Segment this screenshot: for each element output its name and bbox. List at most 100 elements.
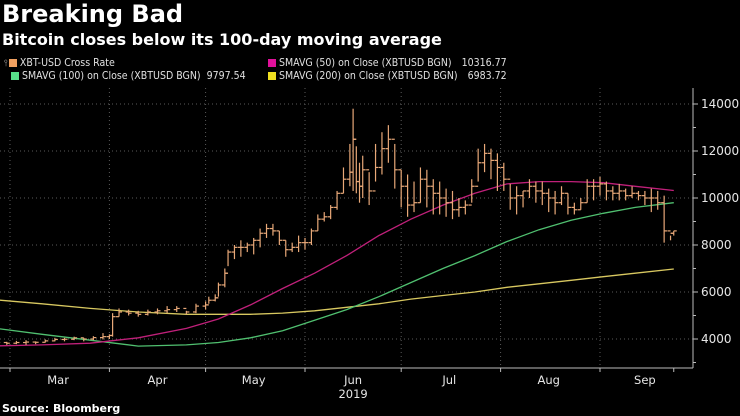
price-bar	[661, 195, 668, 243]
price-bar	[237, 240, 244, 257]
price-bar	[42, 339, 49, 343]
price-bar	[340, 167, 347, 194]
price-bar	[564, 192, 571, 215]
price-bar	[51, 337, 58, 342]
price-bar	[487, 148, 494, 180]
price-bar	[154, 308, 161, 315]
price-bar	[282, 239, 289, 257]
price-bar	[314, 214, 321, 232]
axes	[0, 88, 694, 369]
grid-lines	[0, 88, 693, 368]
y-tick-label: 8000	[701, 238, 732, 252]
price-bar	[289, 242, 296, 253]
price-bar	[520, 190, 527, 208]
x-year-label: 2019	[338, 387, 367, 401]
price-bar	[350, 108, 357, 191]
price-bar	[635, 190, 642, 201]
price-bar	[616, 183, 623, 201]
price-bar	[80, 337, 87, 342]
price-bar	[641, 190, 648, 206]
price-bar	[183, 307, 190, 315]
sma100-series	[0, 202, 674, 347]
price-bar	[32, 341, 39, 345]
price-bar	[507, 178, 514, 210]
legend-swatch	[8, 59, 17, 67]
price-bar	[558, 186, 565, 206]
y-axis-ticks: 4000 6000 8000 10000 12000 14000	[693, 97, 739, 363]
price-bar	[513, 186, 520, 215]
x-tick-label: Jun	[343, 373, 362, 387]
price-bar	[667, 230, 674, 241]
price-bar	[334, 190, 341, 210]
price-bar	[71, 336, 78, 341]
legend-label: SMAVG (100) on Close (XBTUSD BGN)	[22, 70, 201, 82]
price-bar	[552, 190, 559, 215]
source-note: Source: Bloomberg	[2, 402, 121, 415]
price-bar	[430, 179, 437, 215]
price-bar	[411, 181, 418, 213]
price-bar	[526, 179, 533, 198]
price-bar	[135, 310, 142, 317]
price-bar	[654, 190, 661, 210]
price-bar	[417, 167, 424, 204]
price-bar	[302, 237, 308, 250]
x-axis-ticks: Mar Apr May Jun Jul Aug Sep 2019	[9, 368, 675, 401]
price-bar	[475, 148, 482, 187]
price-bar	[221, 268, 228, 288]
price-bar	[532, 181, 539, 203]
price-bar	[577, 198, 584, 211]
y-tick-label: 6000	[701, 285, 732, 299]
price-bar	[353, 138, 360, 194]
sma100-line	[0, 202, 674, 347]
price-bar	[539, 181, 546, 206]
sma200-series	[0, 268, 674, 315]
price-bar	[494, 153, 501, 191]
price-bar	[385, 125, 392, 163]
legend-swatch	[11, 72, 19, 80]
legend-label: SMAVG (50) on Close (XBTUSD BGN)	[279, 57, 452, 69]
chart-title: Breaking Bad	[2, 0, 184, 28]
price-bar	[481, 143, 488, 173]
price-bar	[215, 282, 222, 299]
legend-value: 9797.54	[206, 70, 246, 82]
price-bar	[443, 188, 450, 217]
price-bar	[629, 186, 636, 198]
chart-subtitle: Bitcoin closes below its 100-day moving …	[2, 30, 442, 49]
x-tick-label: Jul	[441, 373, 456, 387]
price-bar	[404, 174, 411, 217]
price-bar	[173, 306, 180, 312]
price-bar	[231, 245, 238, 260]
legend-item-sma200: SMAVG (200) on Close (XBTUSD BGN) 6983.72	[268, 70, 507, 82]
price-bar	[225, 249, 232, 274]
legend-value: 10316.77	[461, 57, 507, 69]
price-bar	[257, 228, 264, 248]
x-tick-label: Apr	[148, 373, 168, 387]
price-series	[0, 108, 677, 345]
price-bar	[321, 212, 328, 222]
price-bar	[356, 162, 363, 203]
sma50-series	[0, 180, 674, 347]
price-bar	[276, 230, 283, 245]
price-bar	[571, 202, 578, 215]
price-bar	[263, 223, 270, 238]
ohlc-bar-icon: ⫯	[4, 59, 8, 69]
price-bar	[308, 228, 315, 245]
legend-value: 6983.72	[467, 70, 507, 82]
price-bar	[23, 340, 30, 345]
price-bar	[205, 296, 212, 306]
price-bar	[603, 181, 610, 201]
price-bar	[366, 169, 373, 206]
price-bar	[109, 313, 116, 337]
price-bar	[500, 162, 507, 191]
price-bar	[423, 169, 430, 208]
price-bar	[327, 205, 334, 220]
price-bar	[372, 143, 379, 192]
legend-item-sma50: SMAVG (50) on Close (XBTUSD BGN) 10316.77	[268, 57, 507, 69]
price-bar	[436, 181, 443, 215]
price-bar	[3, 341, 10, 345]
legend-item-xbt: ⫯ XBT-USD Cross Rate	[4, 57, 115, 69]
y-tick-label: 14000	[701, 97, 739, 111]
price-bar	[13, 340, 20, 345]
price-bar	[455, 198, 462, 217]
